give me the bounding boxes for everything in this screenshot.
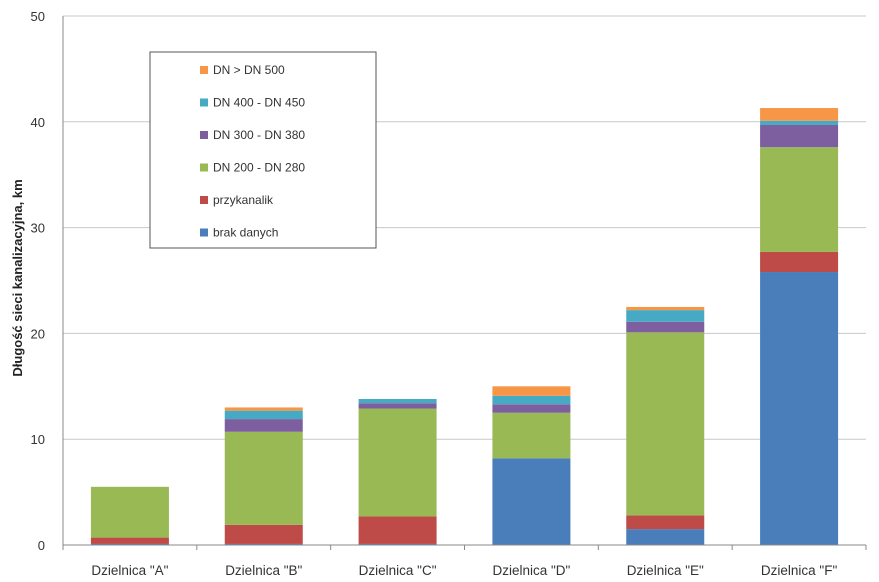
legend: DN > DN 500 DN 400 - DN 450 DN 300 - DN 38… [149,51,377,249]
bar-segment [760,108,839,121]
bars [90,108,839,545]
legend-label: DN > DN 500 [213,63,285,77]
legend-swatch [200,163,208,172]
y-tick-label: 40 [31,115,45,130]
bar-segment [492,412,571,459]
bar-segment [90,543,169,545]
bar-segment [358,403,437,409]
bar-segment [358,408,437,517]
bar-segment [760,147,839,252]
bar-segment [224,419,303,432]
x-axis: Dzielnica "A" Dzielnica "B" Dzielnica "C" D… [62,544,867,578]
x-tick-label: Dzielnica "D" [492,563,570,578]
y-tick-label: 0 [38,538,45,553]
bar-segment [760,272,839,545]
y-axis: 0 10 20 30 40 50 [31,9,64,553]
bar-segment [90,486,169,538]
legend-label: DN 400 - DN 450 [213,96,305,110]
bar-segment [224,407,303,411]
legend-swatch [200,131,208,139]
bar-segment [224,431,303,525]
legend-swatch [200,228,208,237]
bar-segment [626,306,705,311]
legend-swatch [200,66,208,74]
bar-segment [224,524,303,544]
bar-segment [492,458,571,545]
bar-segment [760,251,839,273]
bar-segment [760,124,839,148]
bar-segment [358,398,437,404]
legend-swatch [200,98,208,107]
bar-segment [626,332,705,516]
bar-segment [626,321,705,333]
bar-segment [626,310,705,322]
y-tick-label: 50 [31,9,45,24]
y-tick-label: 10 [31,432,45,447]
bar-segment [90,537,169,544]
y-axis-label: Długość sieci kanalizacyjna, km [10,179,25,376]
y-tick-label: 20 [31,326,45,341]
bar-segment [626,515,705,530]
legend-label: przykanalik [213,193,274,207]
legend-box [149,51,377,249]
x-tick-label: Dzielnica "E" [627,563,704,578]
bar-segment [492,386,571,396]
x-tick-label: Dzielnica "F" [761,563,838,578]
legend-label: brak danych [213,226,278,240]
bar-segment [626,529,705,545]
legend-swatch [200,196,208,204]
bar-segment [358,516,437,544]
x-tick-label: Dzielnica "B" [225,563,302,578]
legend-label: DN 300 - DN 380 [213,128,305,142]
bar-segment [224,543,303,545]
bar-segment [492,404,571,413]
bar-segment [492,395,571,405]
legend-label: DN 200 - DN 280 [213,161,305,175]
y-tick-label: 30 [31,221,45,236]
bar-segment [224,410,303,420]
x-tick-label: Dzielnica "A" [91,563,168,578]
bar-segment [760,120,839,125]
x-tick-label: Dzielnica "C" [359,563,437,578]
bar-segment [358,543,437,545]
